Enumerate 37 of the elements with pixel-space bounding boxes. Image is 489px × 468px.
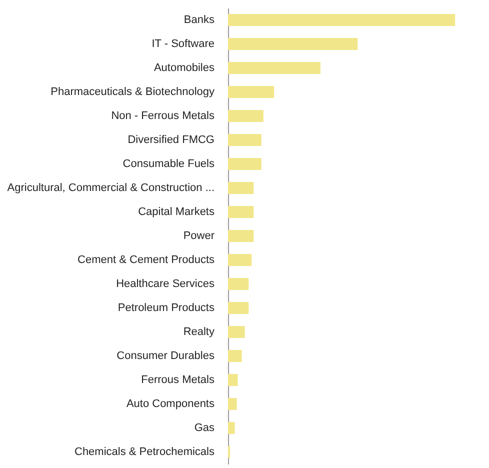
y-tick-label: Healthcare Services [116, 278, 215, 290]
bar [228, 350, 242, 362]
bar [228, 278, 249, 290]
y-tick-label: Capital Markets [138, 206, 215, 218]
bar [228, 182, 254, 194]
y-tick-label: Ferrous Metals [141, 374, 215, 386]
y-tick-label: Automobiles [154, 62, 215, 74]
bar [228, 326, 245, 338]
bar [228, 158, 262, 170]
y-tick-label: Consumable Fuels [122, 158, 215, 170]
bar [228, 62, 320, 74]
bar [228, 254, 252, 266]
y-tick-label: Gas [194, 422, 215, 434]
bar [228, 38, 358, 50]
y-tick-label: Pharmaceuticals & Biotechnology [50, 86, 215, 98]
y-tick-label: Power [183, 230, 215, 242]
y-tick-label: Realty [183, 326, 215, 338]
y-tick-label: Cement & Cement Products [78, 254, 215, 266]
bar [228, 206, 254, 218]
y-tick-label: Auto Components [126, 398, 215, 410]
y-tick-label: IT - Software [152, 38, 214, 50]
bar [228, 230, 254, 242]
bar [228, 398, 237, 410]
bar [228, 110, 264, 122]
bar [228, 374, 238, 386]
bar [228, 14, 456, 26]
y-tick-label: Banks [184, 14, 215, 26]
bar [228, 86, 274, 98]
y-tick-label: Diversified FMCG [128, 134, 214, 146]
y-tick-label: Consumer Durables [116, 350, 215, 362]
bar [228, 422, 235, 434]
bar [228, 302, 249, 314]
y-tick-label: Chemicals & Petrochemicals [74, 446, 215, 458]
y-tick-label: Petroleum Products [118, 302, 215, 314]
bar [228, 134, 262, 146]
y-tick-label: Non - Ferrous Metals [111, 110, 215, 122]
y-tick-label: Agricultural, Commercial & Construction ... [7, 182, 214, 194]
